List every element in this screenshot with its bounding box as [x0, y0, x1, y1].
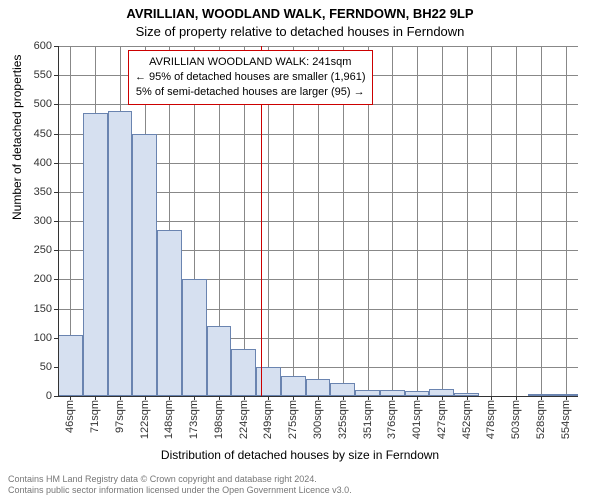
x-tick-label: 325sqm — [337, 400, 349, 439]
histogram-bar — [58, 335, 83, 396]
x-tick-label: 351sqm — [362, 400, 374, 439]
histogram-bar — [281, 376, 306, 396]
gridline-v — [417, 46, 418, 396]
y-tick-label: 200 — [12, 273, 52, 285]
x-tick-label: 249sqm — [262, 400, 274, 439]
histogram-bar — [330, 383, 355, 396]
annotation-line: 5% of semi-detached houses are larger (9… — [135, 85, 366, 100]
gridline-v — [491, 46, 492, 396]
x-tick-label: 173sqm — [188, 400, 200, 439]
x-tick-label: 376sqm — [386, 400, 398, 439]
x-tick-label: 300sqm — [312, 400, 324, 439]
footer-attribution: Contains HM Land Registry data © Crown c… — [8, 474, 352, 496]
y-tick-label: 150 — [12, 303, 52, 315]
y-tick-label: 300 — [12, 215, 52, 227]
y-tick-label: 450 — [12, 128, 52, 140]
gridline-v — [566, 46, 567, 396]
x-tick-label: 122sqm — [139, 400, 151, 439]
x-tick-label: 148sqm — [163, 400, 175, 439]
y-tick-label: 100 — [12, 332, 52, 344]
x-tick-label: 71sqm — [89, 400, 101, 433]
x-tick-label: 275sqm — [287, 400, 299, 439]
chart-subtitle: Size of property relative to detached ho… — [0, 24, 600, 39]
gridline-v — [392, 46, 393, 396]
x-tick-label: 224sqm — [238, 400, 250, 439]
x-tick-label: 528sqm — [535, 400, 547, 439]
chart-container: { "titles": { "line1": "AVRILLIAN, WOODL… — [0, 0, 600, 500]
histogram-bar — [429, 389, 454, 396]
y-tick-label: 0 — [12, 390, 52, 402]
y-tick-label: 50 — [12, 361, 52, 373]
footer-line-2: Contains public sector information licen… — [8, 485, 352, 496]
plot-area: 05010015020025030035040045050055060046sq… — [58, 46, 578, 396]
y-tick-label: 600 — [12, 40, 52, 52]
y-tick-label: 550 — [12, 69, 52, 81]
x-tick-label: 427sqm — [436, 400, 448, 439]
y-tick-label: 350 — [12, 186, 52, 198]
chart-title: AVRILLIAN, WOODLAND WALK, FERNDOWN, BH22… — [0, 6, 600, 21]
y-tick-label: 500 — [12, 98, 52, 110]
gridline-v — [541, 46, 542, 396]
histogram-bar — [108, 111, 133, 396]
x-tick-label: 452sqm — [461, 400, 473, 439]
histogram-bar — [256, 367, 281, 396]
x-tick-label: 503sqm — [510, 400, 522, 439]
gridline-v — [467, 46, 468, 396]
gridline-v — [442, 46, 443, 396]
y-tick-label: 400 — [12, 157, 52, 169]
x-axis-label: Distribution of detached houses by size … — [0, 448, 600, 462]
histogram-bar — [83, 113, 108, 396]
x-tick-label: 554sqm — [560, 400, 572, 439]
x-tick-label: 46sqm — [64, 400, 76, 433]
x-tick-label: 97sqm — [114, 400, 126, 433]
histogram-bar — [207, 326, 232, 396]
annotation-line: AVRILLIAN WOODLAND WALK: 241sqm — [135, 55, 366, 70]
annotation-box: AVRILLIAN WOODLAND WALK: 241sqm← 95% of … — [128, 50, 373, 105]
histogram-bar — [182, 279, 207, 396]
histogram-bar — [306, 379, 331, 397]
histogram-bar — [231, 349, 256, 396]
x-tick-label: 478sqm — [485, 400, 497, 439]
histogram-bar — [132, 134, 157, 397]
annotation-line: ← 95% of detached houses are smaller (1,… — [135, 70, 366, 85]
histogram-bar — [157, 230, 182, 396]
x-tick-label: 401sqm — [411, 400, 423, 439]
gridline-v — [516, 46, 517, 396]
footer-line-1: Contains HM Land Registry data © Crown c… — [8, 474, 352, 485]
x-tick-label: 198sqm — [213, 400, 225, 439]
y-tick-label: 250 — [12, 244, 52, 256]
